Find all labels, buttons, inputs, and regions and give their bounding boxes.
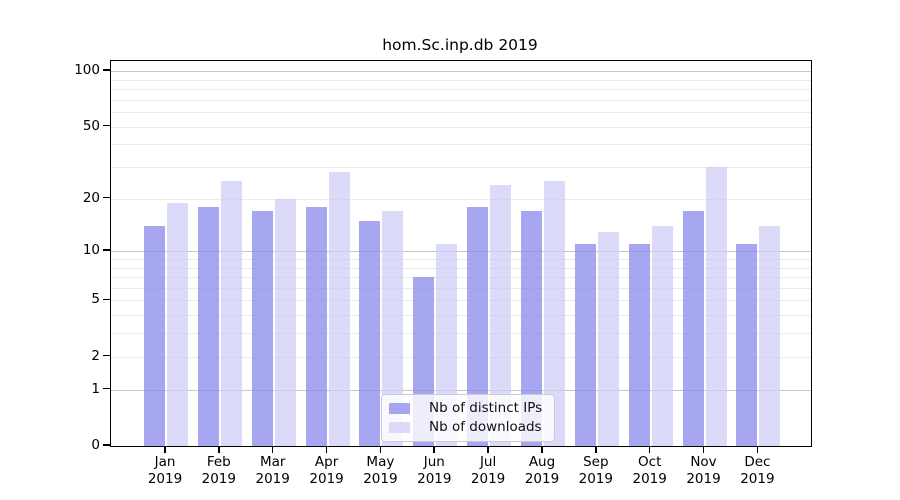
- legend-item-distinct-ips: Nb of distinct IPs: [389, 401, 542, 416]
- x-tick-mark-oct: [648, 446, 651, 453]
- legend-swatch-downloads-icon: [389, 422, 410, 433]
- bar-jan-distinct-ips: [144, 226, 165, 446]
- bar-aug-downloads: [543, 181, 565, 446]
- gridline-8: [111, 267, 811, 269]
- bar-mar-downloads: [274, 198, 296, 446]
- gridline-3: [111, 333, 811, 335]
- x-tick-mark-mar: [271, 446, 274, 453]
- x-tick-mark-jan: [164, 446, 166, 453]
- gridline-40: [111, 144, 811, 146]
- y-tick-label-2: 2: [91, 347, 100, 364]
- x-tick-label-nov: Nov 2019: [686, 454, 721, 487]
- x-tick-label-sep: Sep 2019: [578, 454, 613, 487]
- bar-aug-distinct-ips: [520, 211, 542, 446]
- x-tick-mark-jul: [487, 446, 489, 453]
- y-tick-mark-2: [103, 354, 110, 357]
- gridline-6: [111, 287, 811, 289]
- plot-area: Nb of distinct IPs Nb of downloads: [110, 60, 812, 447]
- gridline-20: [111, 198, 811, 200]
- chart-title: hom.Sc.inp.db 2019: [382, 36, 538, 54]
- legend-label-downloads: Nb of downloads: [429, 419, 542, 435]
- bar-nov-downloads: [705, 167, 727, 446]
- y-tick-mark-0: [103, 444, 110, 446]
- y-tick-label-10: 10: [82, 242, 100, 259]
- y-tick-label-5: 5: [91, 291, 100, 308]
- x-tick-label-jan: Jan 2019: [147, 454, 183, 487]
- gridline-60: [111, 112, 811, 113]
- x-tick-mark-nov: [702, 446, 705, 453]
- bar-jul-distinct-ips: [467, 206, 489, 446]
- gridline-30: [111, 167, 811, 168]
- x-tick-mark-aug: [541, 446, 543, 453]
- x-tick-label-jul: Jul 2019: [470, 454, 506, 487]
- gridline-90: [111, 79, 811, 81]
- y-tick-label-0: 0: [91, 437, 100, 453]
- y-tick-label-100: 100: [74, 62, 100, 78]
- y-tick-label-50: 50: [82, 117, 100, 134]
- legend-label-distinct-ips: Nb of distinct IPs: [429, 400, 543, 416]
- y-tick-label-20: 20: [82, 189, 100, 206]
- legend-swatch-distinct-ips-icon: [389, 403, 410, 414]
- gridline-100: [111, 71, 811, 72]
- y-tick-mark-100: [103, 69, 110, 71]
- x-tick-label-mar: Mar 2019: [255, 454, 290, 487]
- x-tick-mark-may: [379, 446, 382, 453]
- y-tick-mark-20: [103, 196, 110, 199]
- bar-feb-downloads: [220, 181, 242, 446]
- bar-apr-downloads: [328, 172, 350, 446]
- x-tick-label-feb: Feb 2019: [201, 454, 236, 487]
- x-tick-label-jun: Jun 2019: [417, 454, 452, 487]
- x-tick-label-dec: Dec 2019: [740, 454, 775, 487]
- bar-dec-distinct-ips: [736, 244, 758, 446]
- bar-oct-downloads: [651, 226, 673, 446]
- gridline-2: [111, 356, 811, 358]
- bar-nov-distinct-ips: [682, 211, 704, 446]
- bar-sep-downloads: [597, 231, 619, 446]
- gridline-4: [111, 315, 811, 317]
- gridline-5: [111, 300, 811, 302]
- x-tick-label-oct: Oct 2019: [632, 454, 667, 487]
- bar-may-downloads: [382, 211, 404, 446]
- bar-apr-distinct-ips: [305, 206, 327, 446]
- bar-sep-distinct-ips: [574, 244, 596, 446]
- bar-jan-downloads: [167, 202, 188, 446]
- x-tick-label-aug: Aug 2019: [524, 454, 560, 487]
- gridline-9: [111, 258, 811, 260]
- bar-mar-distinct-ips: [251, 211, 273, 446]
- y-tick-mark-50: [103, 124, 110, 127]
- x-tick-mark-jun: [433, 446, 435, 453]
- y-tick-mark-5: [103, 298, 110, 301]
- bar-oct-distinct-ips: [628, 244, 650, 446]
- x-tick-mark-feb: [218, 446, 220, 453]
- x-tick-mark-dec: [756, 446, 759, 453]
- x-tick-mark-sep: [595, 446, 597, 453]
- gridline-70: [111, 99, 811, 101]
- x-tick-mark-apr: [325, 446, 328, 453]
- bar-feb-distinct-ips: [197, 206, 219, 446]
- y-tick-mark-10: [103, 249, 110, 251]
- gridline-80: [111, 88, 811, 90]
- bar-jul-downloads: [490, 184, 512, 446]
- bar-may-distinct-ips: [359, 220, 381, 446]
- y-tick-mark-1: [103, 387, 110, 390]
- y-tick-label-1: 1: [91, 380, 100, 397]
- legend: Nb of distinct IPs Nb of downloads: [381, 394, 556, 442]
- legend-item-downloads: Nb of downloads: [389, 420, 542, 435]
- x-tick-label-apr: Apr 2019: [309, 454, 344, 487]
- gridline-50: [111, 126, 811, 128]
- x-tick-label-may: May 2019: [363, 454, 398, 487]
- gridline-7: [111, 277, 811, 278]
- bar-dec-downloads: [759, 226, 781, 446]
- gridline-1: [111, 389, 811, 391]
- gridline-10: [111, 251, 811, 253]
